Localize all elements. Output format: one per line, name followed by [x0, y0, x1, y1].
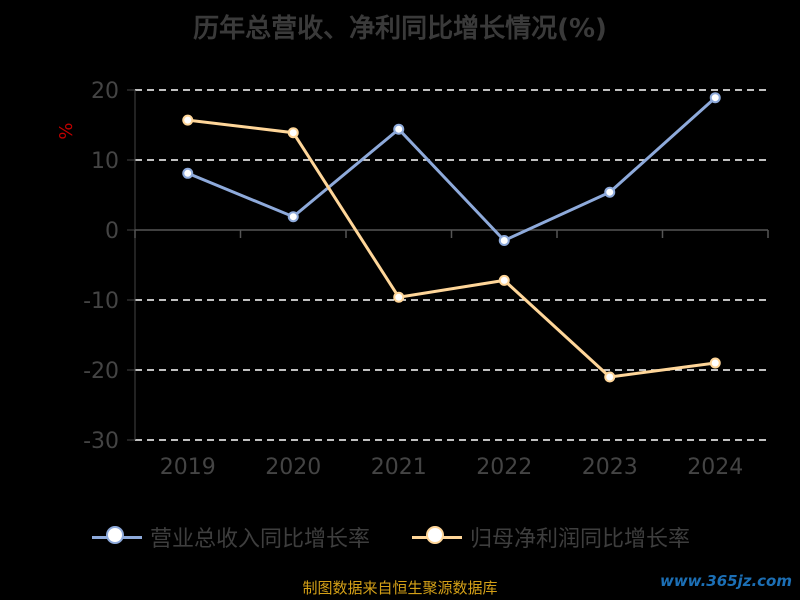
- gridlines: [127, 89, 768, 441]
- y-tick-label: -20: [83, 359, 119, 384]
- x-tick-label: 2020: [265, 455, 321, 480]
- profit-series-point[interactable]: [287, 127, 299, 139]
- y-tick-label: 20: [91, 79, 119, 104]
- profit-series-point[interactable]: [393, 291, 405, 303]
- y-tick-label: -10: [83, 289, 119, 314]
- legend-item-revenue[interactable]: 营业总收入同比增长率: [92, 520, 370, 554]
- legend-revenue-swatch: [92, 525, 142, 544]
- revenue-series-point[interactable]: [287, 211, 299, 223]
- y-tick-label: 0: [105, 219, 119, 244]
- revenue-series-point[interactable]: [709, 92, 721, 104]
- x-tick-label: 2023: [582, 455, 638, 480]
- profit-series: [182, 114, 721, 383]
- y-tick-label: 10: [91, 149, 119, 174]
- revenue-series-line: [187, 96, 717, 243]
- y-tick-labels: 20 10 0 -10 -20 -30: [83, 79, 119, 454]
- legend: 营业总收入同比增长率 归母净利润同比增长率: [0, 520, 800, 554]
- revenue-series-point[interactable]: [182, 167, 194, 179]
- chart-title: 历年总营收、净利同比增长情况(%): [193, 14, 607, 44]
- legend-revenue-label: 营业总收入同比增长率: [150, 527, 371, 552]
- profit-series-point[interactable]: [498, 274, 510, 286]
- source-note: 制图数据来自恒生聚源数据库: [302, 579, 498, 597]
- series-lines: [182, 92, 721, 383]
- profit-series-point[interactable]: [604, 371, 616, 383]
- profit-series-point[interactable]: [709, 357, 721, 369]
- legend-profit-swatch: [412, 525, 462, 544]
- revenue-series-point[interactable]: [604, 186, 616, 198]
- x-tick-labels: 2019 2020 2021 2022 2023 2024: [160, 455, 744, 480]
- legend-item-profit[interactable]: 归母净利润同比增长率: [412, 520, 690, 554]
- axes: [134, 90, 769, 440]
- x-tick-label: 2021: [371, 455, 427, 480]
- revenue-series: [182, 92, 721, 246]
- watermark: www.365jz.com: [659, 572, 792, 590]
- x-tick-label: 2019: [160, 455, 216, 480]
- x-tick-label: 2022: [476, 455, 532, 480]
- y-axis-label: %: [56, 122, 77, 139]
- x-tick-label: 2024: [687, 455, 743, 480]
- legend-profit-label: 归母净利润同比增长率: [470, 527, 691, 552]
- y-tick-label: -30: [83, 429, 119, 454]
- profit-series-point[interactable]: [182, 114, 194, 126]
- profit-series-line: [187, 118, 716, 379]
- revenue-series-point[interactable]: [498, 235, 510, 246]
- revenue-series-point[interactable]: [393, 123, 405, 135]
